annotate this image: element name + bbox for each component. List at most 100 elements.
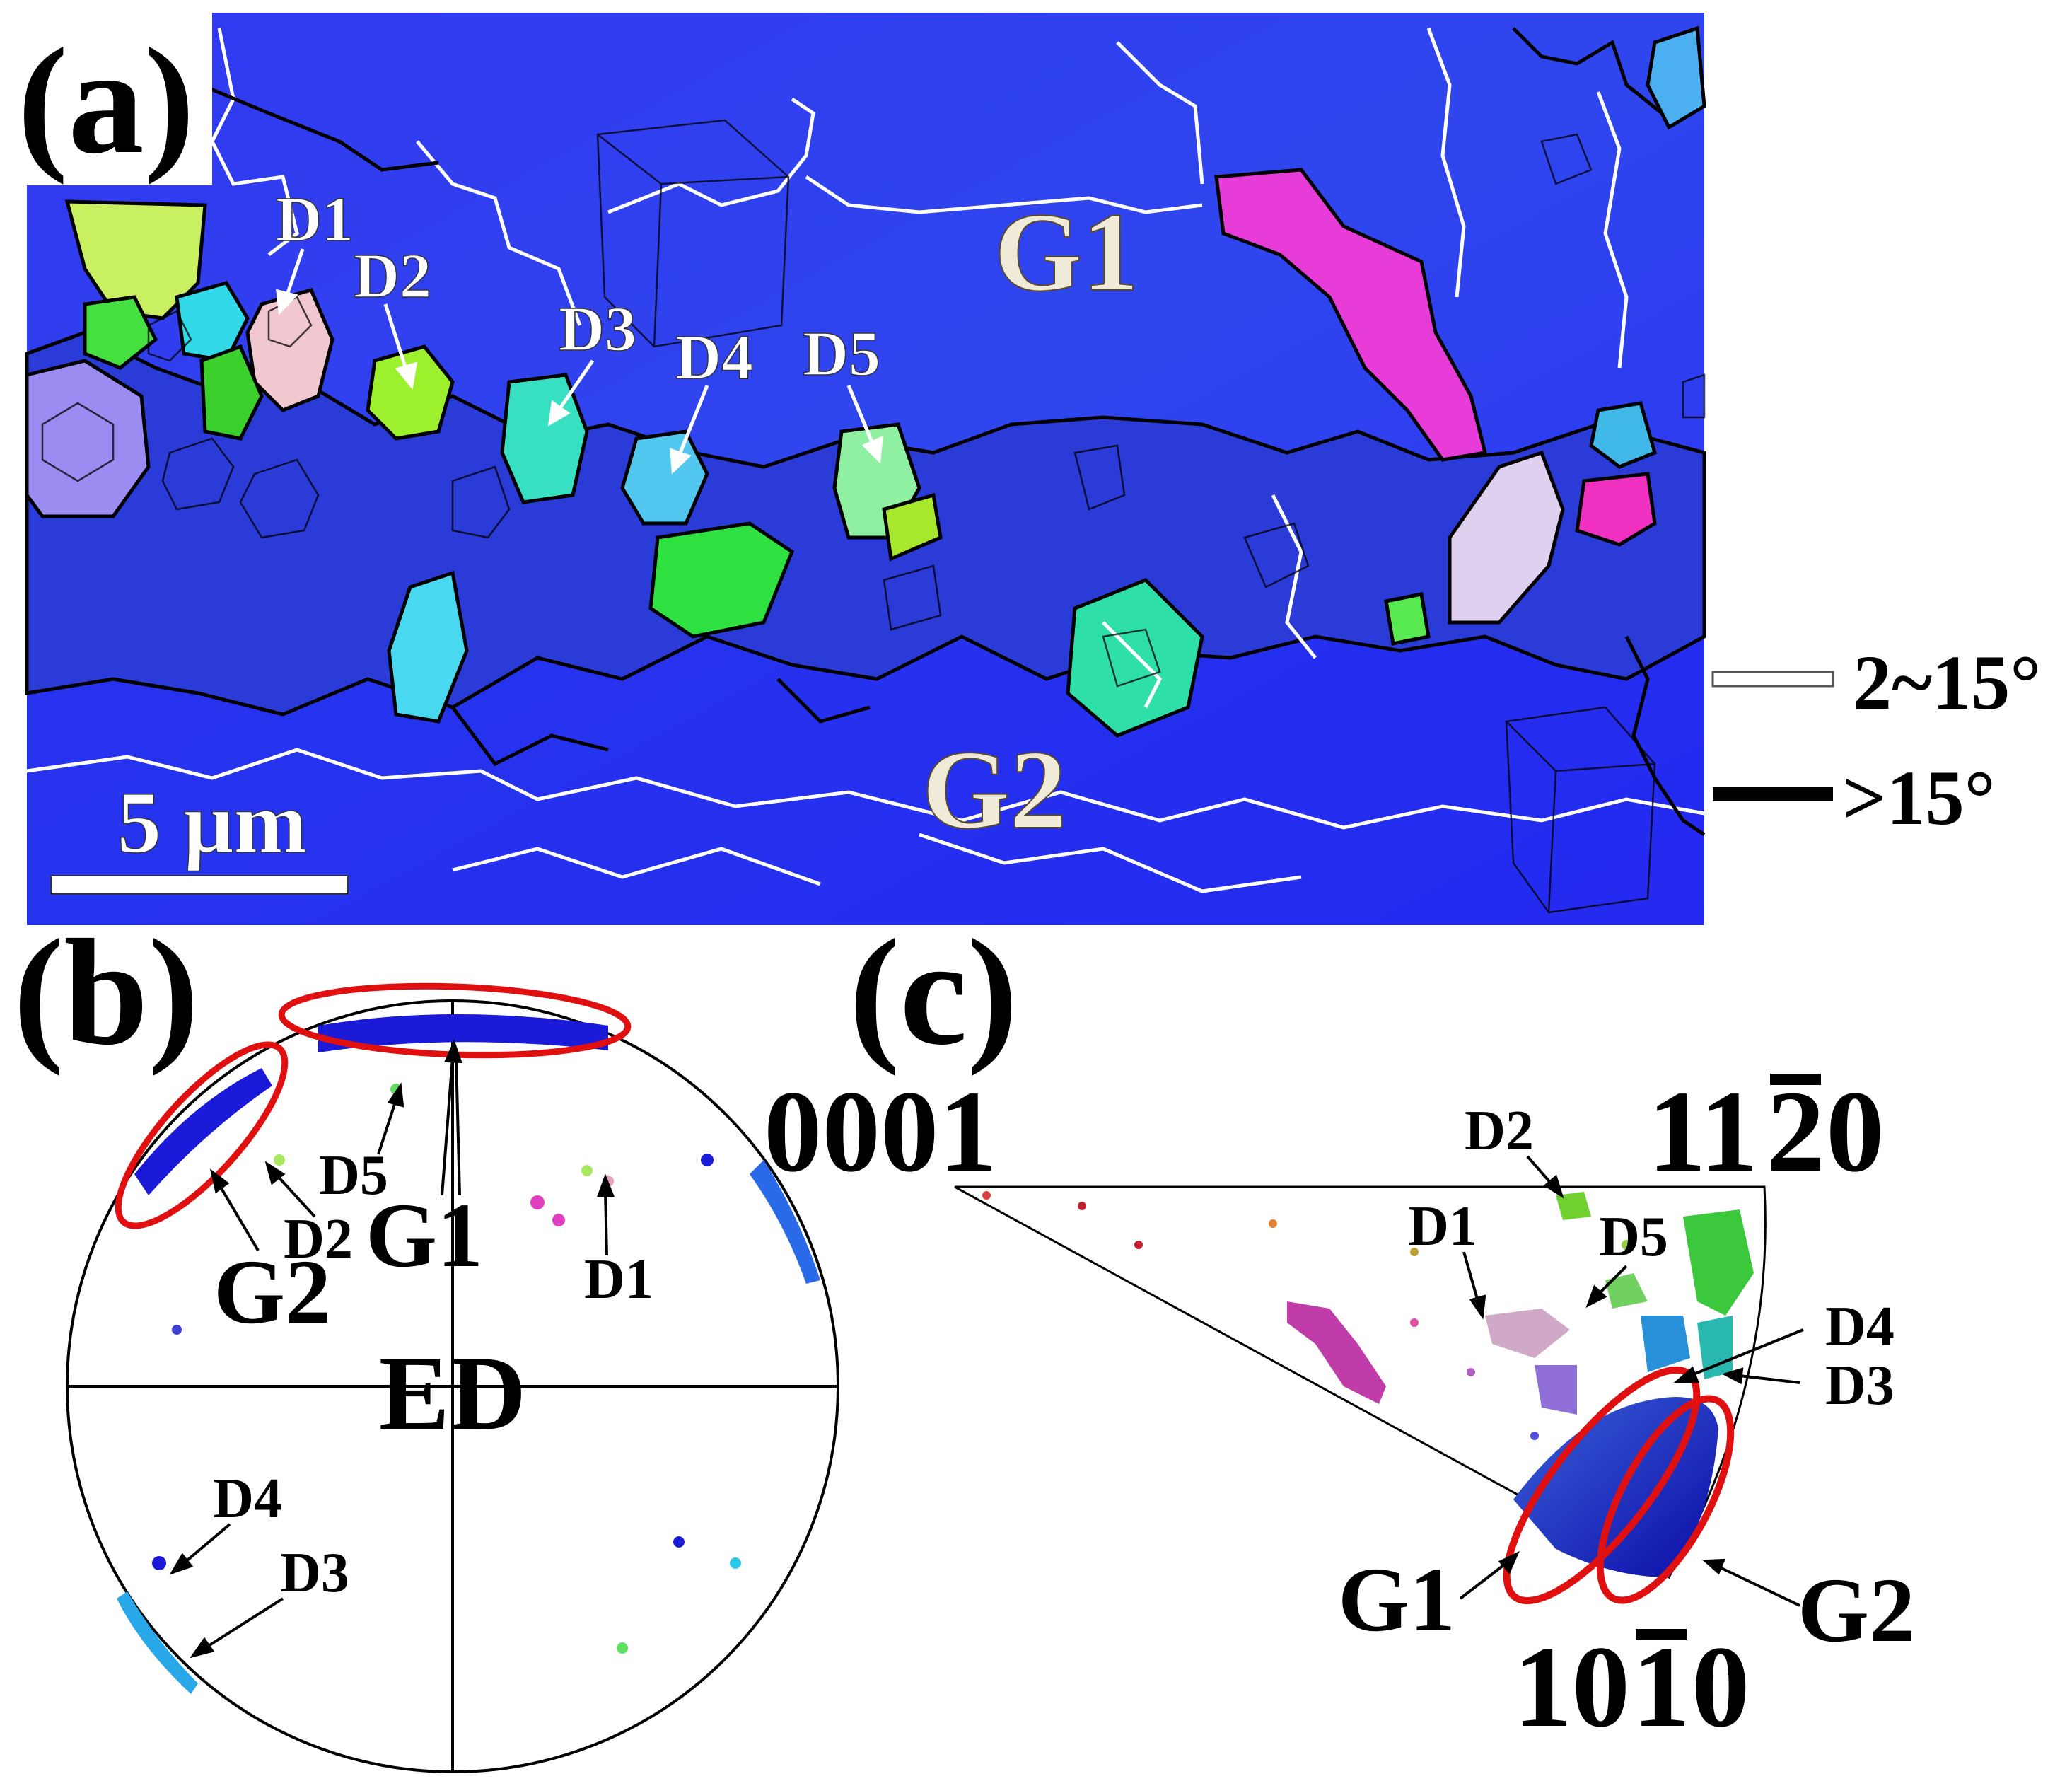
hcp-cell-9 [1682, 373, 1706, 419]
ipf-cluster-magenta [1287, 1301, 1386, 1404]
ipf-point-2 [1078, 1202, 1086, 1210]
ipf-cluster-d5 [1605, 1273, 1648, 1309]
grain-magenta-top [1214, 168, 1488, 462]
grain-cyan-lower [387, 570, 469, 724]
panel-c-letter: (c) [849, 907, 1018, 1077]
ipf-point-1 [982, 1191, 991, 1200]
ipf-clusters [982, 1191, 1754, 1577]
ipf-label-d1: D1 [1408, 1195, 1477, 1258]
d-label-d5: D5 [803, 319, 880, 389]
hcp-cell-8 [1243, 522, 1310, 588]
ipf-corner-11-20: 11 2 0 [1648, 1067, 1885, 1196]
scale-bar [50, 875, 349, 895]
grain-violet-left [25, 359, 151, 518]
grain-cyan-topright [1646, 25, 1706, 130]
panel-a-letter-bg [0, 0, 212, 185]
ipf-label-d2: D2 [1465, 1100, 1534, 1162]
grain-teal-right [1066, 578, 1204, 738]
hcp-cell-6 [451, 465, 511, 539]
highlight-g2 [115, 1041, 289, 1229]
pole-green-2 [581, 1165, 593, 1176]
pole-label-d2: D2 [284, 1208, 353, 1270]
ipf-cluster-g [1513, 1397, 1718, 1577]
panel-c: (c) 0001 11 [764, 907, 1915, 1751]
scale-bar-label: 5 μm [117, 775, 308, 872]
pole-label-d1: D1 [584, 1248, 653, 1311]
ipf-label-d4: D4 [1825, 1296, 1895, 1358]
hcp-cell-4 [147, 310, 192, 362]
ipf-corner-10-10-head: 10 [1513, 1622, 1630, 1751]
d-arrows [276, 248, 883, 475]
pole-arrows [169, 1039, 615, 1659]
pole-blue-1 [152, 1556, 166, 1570]
d-label-d2: D2 [354, 241, 431, 311]
ipf-point-4 [1269, 1219, 1277, 1228]
cluster-g2 [134, 1068, 272, 1195]
pole-blue-3 [701, 1154, 714, 1166]
panel-b-letter: (b) [13, 907, 199, 1077]
ipf-point-6 [1467, 1368, 1475, 1376]
grains [25, 25, 1706, 738]
ipf-cluster-green-right [1683, 1209, 1754, 1316]
hcp-cell-10 [1540, 133, 1593, 185]
ipf-arrows [1459, 1155, 1804, 1607]
ipf-corner-10-10-bar: 1 [1632, 1622, 1691, 1751]
grain-green-2 [199, 344, 264, 441]
ipf-corner-10-10-overbar [1636, 1629, 1687, 1640]
pole-label-d5: D5 [319, 1144, 388, 1207]
low-angle-boundaries [26, 28, 1705, 893]
ipf-point-7 [1410, 1318, 1419, 1327]
ipf-corner-11-20-head: 11 [1648, 1067, 1758, 1196]
pole-label-g2: G2 [214, 1241, 331, 1343]
hcp-cell-2 [161, 437, 235, 511]
grain-magenta-right [1575, 472, 1657, 547]
cluster-right-rim [750, 1160, 820, 1284]
ipf-point-8 [1622, 1240, 1631, 1250]
hcp-cell-large-bottom [1505, 706, 1656, 914]
ipf-corner-11-20-tail: 0 [1826, 1067, 1885, 1196]
grain-cyan-far-right [1589, 401, 1658, 469]
grain-cyan-1 [175, 281, 250, 363]
grain-label-g1: G1 [994, 189, 1139, 315]
pole-magenta-1 [530, 1195, 545, 1209]
hcp-cell-3 [239, 458, 320, 539]
pole-clusters [117, 1014, 820, 1694]
ipf-cluster-d1 [1485, 1309, 1570, 1358]
grain-lilac-right [1448, 450, 1565, 625]
panel-a: (a) G1 G2 D1 D2 D3 D4 D5 5 μm 2~15° >15° [0, 0, 2042, 925]
ipf-corner-10-10-tail: 0 [1692, 1622, 1750, 1751]
grain-cyan-d3 [500, 373, 589, 504]
ipf-corner-10-10: 10 1 0 [1513, 1622, 1750, 1751]
legend-label-high-angle: >15° [1842, 755, 1996, 841]
hcp-cell-11 [1102, 628, 1161, 688]
panel-b: (b) ED G1 G2 D1 [13, 907, 839, 1773]
grain-lime-small [882, 492, 943, 562]
ipf-point-5 [1410, 1248, 1419, 1256]
ipf-point-3 [1134, 1241, 1143, 1249]
pole-center-label: ED [379, 1335, 526, 1452]
ipf-cluster-lilac [1535, 1365, 1577, 1415]
d-label-d1: D1 [276, 185, 354, 255]
d-labels: D1 D2 D3 D4 D5 [275, 184, 881, 393]
pole-green-4 [617, 1642, 628, 1654]
pole-label-d4: D4 [213, 1468, 282, 1530]
grain-label-g2: G2 [922, 726, 1066, 852]
cluster-g1 [318, 1014, 608, 1052]
pole-label-d3: D3 [280, 1542, 349, 1604]
hcp-cell-1 [41, 402, 115, 482]
panel-a-letter: (a) [18, 16, 195, 185]
grain-green-tiny [1384, 592, 1431, 646]
pole-blue-4 [172, 1325, 182, 1335]
ipf-corner-0001: 0001 [764, 1067, 997, 1196]
ipf-highlight-g2 [1596, 1395, 1735, 1604]
legend-label-low-angle: 2~15° [1853, 639, 2041, 726]
pole-green-3 [274, 1154, 285, 1166]
legend-swatch-high-angle [1713, 787, 1833, 801]
grain-green-center [648, 521, 795, 639]
ipf-cluster-d2 [1556, 1192, 1591, 1220]
ipf-label-g1: G1 [1338, 1549, 1455, 1651]
pole-label-g1: G1 [366, 1185, 483, 1287]
pole-cyan-1 [730, 1557, 741, 1569]
ipf-point-9 [1530, 1432, 1539, 1440]
